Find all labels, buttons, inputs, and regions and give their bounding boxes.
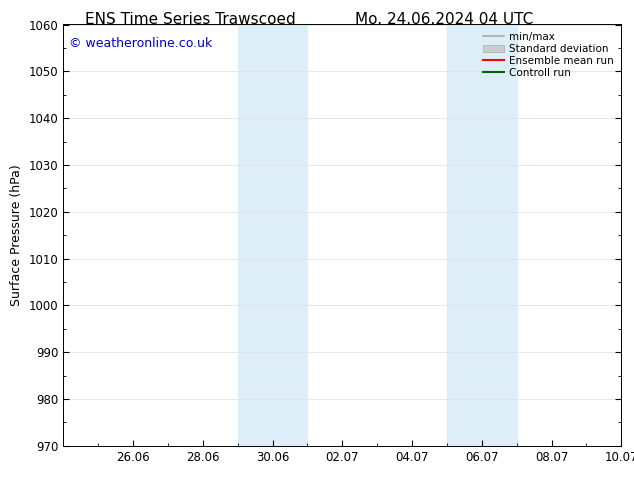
- Text: Mo. 24.06.2024 04 UTC: Mo. 24.06.2024 04 UTC: [354, 12, 533, 27]
- Legend: min/max, Standard deviation, Ensemble mean run, Controll run: min/max, Standard deviation, Ensemble me…: [479, 27, 618, 82]
- Text: ENS Time Series Trawscoed: ENS Time Series Trawscoed: [85, 12, 295, 27]
- Bar: [447, 24, 517, 446]
- Text: © weatheronline.co.uk: © weatheronline.co.uk: [69, 37, 212, 50]
- Y-axis label: Surface Pressure (hPa): Surface Pressure (hPa): [10, 164, 23, 306]
- Bar: [238, 24, 307, 446]
